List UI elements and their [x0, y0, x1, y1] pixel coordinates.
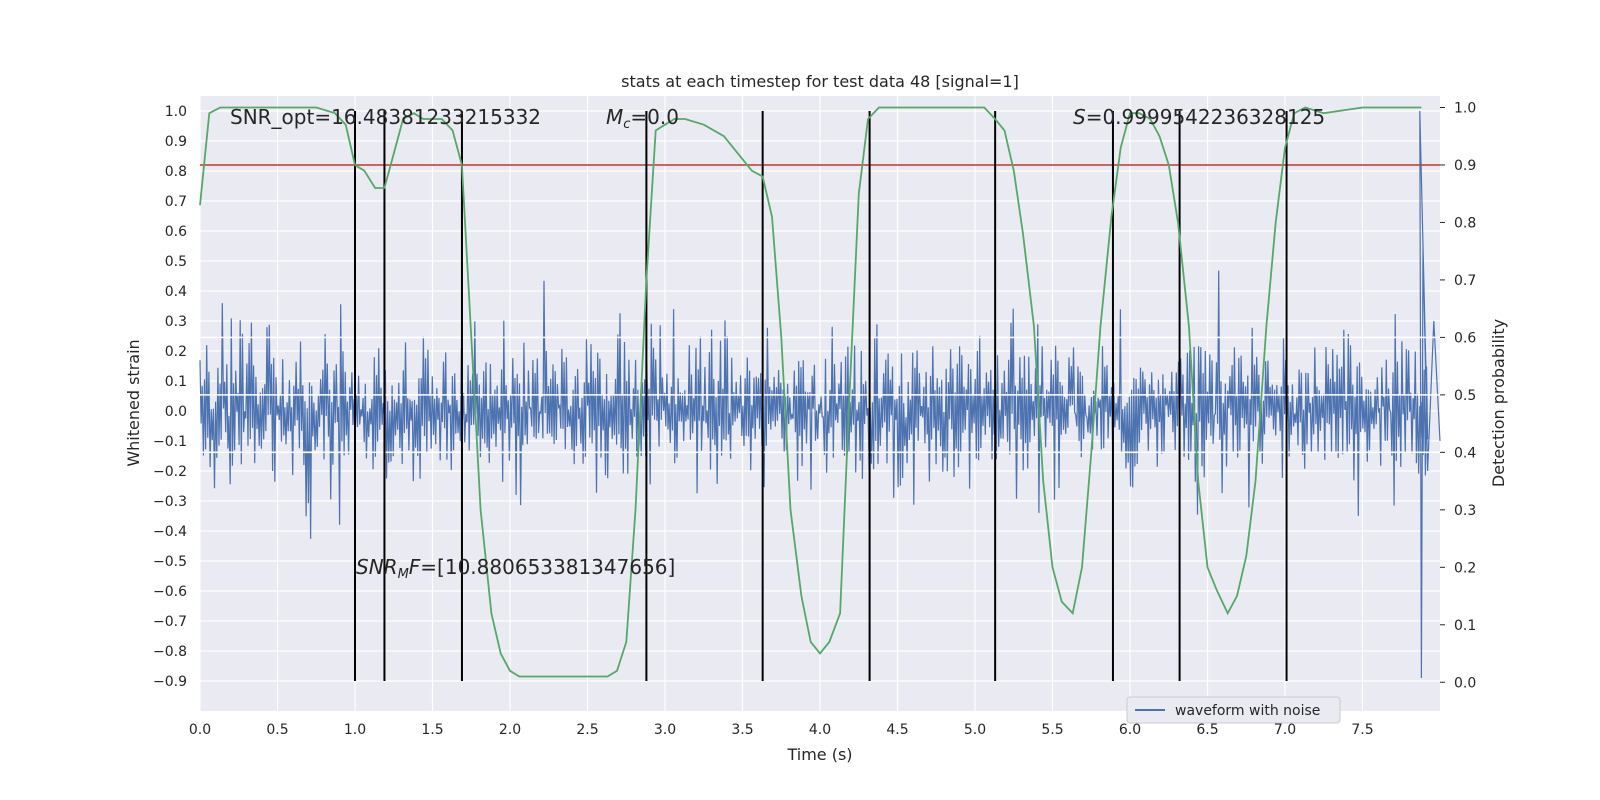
y-tick-label: 0.1	[165, 374, 187, 390]
x-tick-label: 7.5	[1351, 722, 1373, 738]
y-tick-label: 0.8	[165, 164, 187, 180]
y2-tick-labels: 1.0 0.9 0.8 0.7 0.6 0.5 0.4 0.3 0.2 0.1 0.0	[1440, 100, 1476, 691]
x-axis-label: Time (s)	[786, 745, 852, 764]
y-tick-label: −0.3	[153, 494, 187, 510]
x-tick-label: 1.0	[344, 722, 366, 738]
mc-symbol: M	[606, 105, 623, 129]
waveform-path	[199, 110, 1441, 679]
y-tick-label: −0.1	[153, 434, 187, 450]
y2-tick-label: 0.0	[1454, 675, 1476, 691]
x-tick-label: 4.5	[886, 722, 908, 738]
y-tick-label: 0.5	[165, 254, 187, 270]
x-tick-label: 1.5	[421, 722, 443, 738]
y-tick-label: −0.7	[153, 614, 187, 630]
x-tick-label: 2.0	[499, 722, 521, 738]
x-tick-label: 5.5	[1041, 722, 1063, 738]
legend-label: waveform with noise	[1175, 703, 1320, 719]
y-tick-label: 0.0	[165, 404, 187, 420]
x-tick-label: 3.5	[731, 722, 753, 738]
y2-tick-label: 0.2	[1454, 560, 1476, 576]
y-tick-label: 0.9	[165, 134, 187, 150]
x-tick-label: 0.5	[266, 722, 288, 738]
snr-opt-annotation: SNR_opt=16.48381233215332	[230, 105, 541, 129]
detection-probability-line	[199, 106, 1422, 678]
y-tick-label: 0.7	[165, 194, 187, 210]
x-tick-label: 5.0	[964, 722, 986, 738]
y-axis-label: Whitened strain	[124, 339, 143, 466]
detection-vertical-lines	[354, 111, 1288, 681]
y2-tick-label: 0.7	[1454, 273, 1476, 289]
y2-tick-label: 0.5	[1454, 388, 1476, 404]
y-tick-label: −0.8	[153, 644, 187, 660]
mc-subscript: c	[623, 117, 630, 132]
snr-mf-f: F	[409, 555, 421, 579]
y2-tick-label: 0.1	[1454, 618, 1476, 634]
y-tick-label: 0.6	[165, 224, 187, 240]
y2-tick-label: 0.3	[1454, 503, 1476, 519]
snr-mf-subscript: M	[398, 567, 409, 582]
legend: waveform with noise	[1126, 696, 1341, 724]
mc-value: =0.0	[630, 105, 679, 129]
s-annotation: S=0.9999542236328125	[1073, 105, 1325, 129]
x-tick-label: 4.0	[809, 722, 831, 738]
x-tick-label: 2.5	[576, 722, 598, 738]
waveform-series	[199, 110, 1441, 679]
y-tick-label: 0.3	[165, 314, 187, 330]
y-tick-label: 1.0	[165, 104, 187, 120]
snr-mf-symbol: SNR	[356, 555, 398, 579]
x-tick-label: 3.0	[654, 722, 676, 738]
white-horizontal-lines	[200, 336, 1440, 454]
y2-tick-label: 0.6	[1454, 330, 1476, 346]
y-tick-label: −0.4	[153, 524, 187, 540]
y-tick-label: −0.2	[153, 464, 187, 480]
snr-mf-value: =[10.880653381347656]	[420, 555, 675, 579]
y2-tick-label: 0.8	[1454, 215, 1476, 231]
snr-mf-annotation: SNRMF=[10.880653381347656]	[356, 555, 675, 582]
x-tick-label: 0.0	[189, 722, 211, 738]
chart-title: stats at each timestep for test data 48 …	[621, 72, 1019, 91]
y2-tick-label: 1.0	[1454, 100, 1476, 116]
y-tick-labels: 1.0 0.9 0.8 0.7 0.6 0.5 0.4 0.3 0.2 0.1 0.0 −0.1 −0.…	[153, 104, 187, 690]
y2-tick-label: 0.9	[1454, 158, 1476, 174]
y-tick-label: 0.2	[165, 344, 187, 360]
legend-box	[1126, 696, 1341, 724]
x-tick-label: 6.0	[1119, 722, 1141, 738]
x-tick-label: 7.0	[1274, 722, 1296, 738]
s-value: =0.9999542236328125	[1086, 105, 1325, 129]
y-tick-label: −0.9	[153, 674, 187, 690]
mc-annotation: Mc=0.0	[606, 105, 679, 132]
x-tick-label: 6.5	[1196, 722, 1218, 738]
y2-tick-label: 0.4	[1454, 445, 1476, 461]
y-tick-label: −0.5	[153, 554, 187, 570]
y-tick-label: 0.4	[165, 284, 187, 300]
y2-axis-label: Detection probability	[1489, 319, 1508, 487]
y-tick-label: −0.6	[153, 584, 187, 600]
x-tick-labels: 0.0 0.5 1.0 1.5 2.0 2.5 3.0 3.5 4.0 4.5 5.0 5.5 6.0 6…	[189, 722, 1374, 738]
s-symbol: S	[1073, 105, 1086, 129]
